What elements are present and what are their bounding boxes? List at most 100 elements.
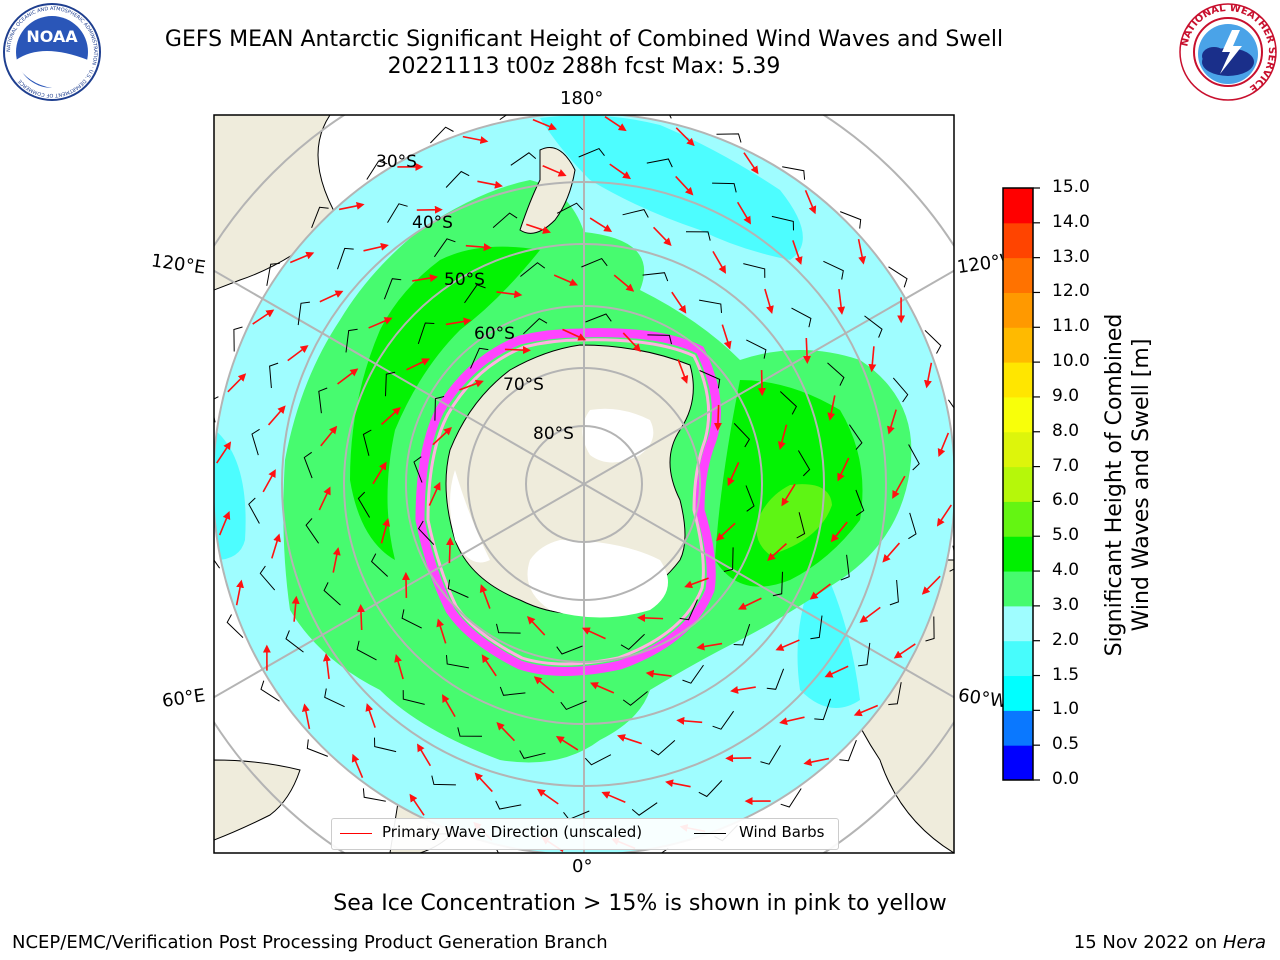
wind-barb [889, 579, 899, 606]
wave-direction-arrow [322, 653, 331, 680]
wind-barb [431, 775, 456, 786]
wave-direction-arrow [781, 483, 796, 507]
nws-logo: NATIONAL WEATHER SERVICE [1179, 3, 1277, 101]
wind-barb [430, 126, 454, 144]
wind-barb [470, 347, 489, 369]
wind-barb [958, 473, 967, 499]
wind-barb [760, 745, 781, 765]
wave-direction-arrow [936, 504, 952, 527]
wind-barb [840, 554, 850, 581]
wind-barb [698, 780, 723, 798]
wave-direction-arrow [462, 135, 489, 145]
wave-direction-arrow [504, 346, 531, 355]
wave-direction-arrow [337, 368, 359, 385]
wind-barb [924, 330, 942, 354]
wave-direction-arrow [730, 686, 756, 694]
wind-barb [495, 800, 522, 810]
wind-barb [908, 444, 920, 471]
wave-direction-arrow [923, 362, 933, 389]
sea-ice-note: Sea Ice Concentration > 15% is shown in … [333, 891, 947, 916]
wave-direction-arrow [937, 432, 950, 457]
wind-barb [496, 623, 521, 634]
wave-direction-arrow [609, 163, 632, 180]
wave-direction-arrow [445, 317, 472, 326]
colorbar-tick-label: 10.0 [1052, 351, 1090, 372]
wind-barb [248, 497, 260, 524]
wind-barb [949, 545, 954, 572]
sea-ice-edge-inner [426, 338, 711, 666]
wind-barb [499, 686, 526, 696]
wave-direction-arrow [809, 583, 831, 600]
wind-barb [888, 266, 908, 288]
wave-direction-arrow [318, 486, 331, 511]
wind-barb [214, 396, 219, 423]
colorbar-tick-label: 1.5 [1052, 664, 1080, 685]
wind-barb [297, 301, 310, 326]
wave-direction-arrow [555, 736, 579, 751]
wave-direction-arrow [712, 251, 727, 274]
wind-barb [311, 206, 329, 228]
wind-barb [855, 489, 865, 517]
wind-barb [433, 238, 456, 258]
wave-direction-arrow [465, 243, 492, 252]
wave-direction-arrow [532, 118, 557, 131]
wave-direction-arrow [267, 405, 286, 426]
wave-direction-arrow [767, 543, 787, 562]
wave-direction-arrow [417, 743, 432, 767]
wind-barb [233, 326, 243, 352]
legend-wind-label: Wind Barbs [739, 823, 825, 841]
wind-barb [520, 262, 546, 277]
land-africa [214, 759, 301, 841]
wave-direction-arrow [713, 404, 722, 431]
wave-direction-arrow [777, 424, 788, 450]
wave-direction-arrow [287, 345, 309, 362]
wind-barb [266, 262, 280, 286]
wind-barb [457, 727, 483, 737]
wave-direction-arrow [868, 346, 877, 373]
map-frame [213, 114, 955, 854]
map-legend: Primary Wave Direction (unscaled) Wind B… [331, 818, 839, 850]
wind-barb [782, 166, 806, 180]
wave-direction-arrow [380, 518, 391, 544]
wave-band-4-5m-east [715, 380, 863, 587]
wave-direction-arrow [562, 328, 587, 341]
wind-barb [743, 263, 766, 278]
colorbar-segment [1003, 675, 1033, 711]
wind-barb [492, 212, 518, 228]
wave-direction-arrow [338, 201, 365, 211]
noaa-logo-text: NOAA [26, 27, 78, 46]
wind-barb [285, 630, 304, 653]
wind-barb [839, 740, 857, 762]
colorbar-tick-label: 11.0 [1052, 316, 1090, 337]
wave-band-4-5m-west [350, 246, 540, 560]
wave-direction-arrow [428, 481, 441, 506]
wave-direction-arrow [721, 324, 732, 350]
lon-label-0: 0° [572, 856, 593, 877]
wave-direction-arrow [289, 251, 315, 264]
colorbar-frame [1002, 187, 1034, 781]
wave-direction-arrow [409, 793, 425, 816]
wave-direction-arrow [436, 618, 447, 644]
wind-barb [260, 680, 280, 702]
wind-barb [908, 512, 917, 540]
wind-barb [947, 399, 954, 409]
noaa-logo: NOAA NATIONAL OCEANIC AND ATMOSPHERIC AD… [3, 3, 101, 101]
wind-barb [646, 158, 673, 168]
wind-barb [345, 328, 358, 353]
colorbar-tick-label: 15.0 [1052, 177, 1090, 197]
wind-barb [733, 623, 751, 646]
longitude-grid [214, 115, 954, 853]
wind-barb [699, 299, 722, 313]
legend-wave-swatch [340, 833, 372, 834]
wave-direction-arrow [727, 462, 740, 487]
wind-barb [797, 450, 811, 477]
wind-barb [585, 313, 612, 323]
wave-band-5-6m [756, 484, 832, 555]
wave-direction-arrow [372, 461, 387, 485]
wind-barb [723, 547, 734, 572]
wave-direction-arrow [677, 359, 689, 384]
wave-direction-arrow [671, 291, 687, 314]
wind-barb [622, 209, 649, 218]
wave-direction-arrow [446, 537, 455, 564]
wind-barb [305, 518, 320, 544]
